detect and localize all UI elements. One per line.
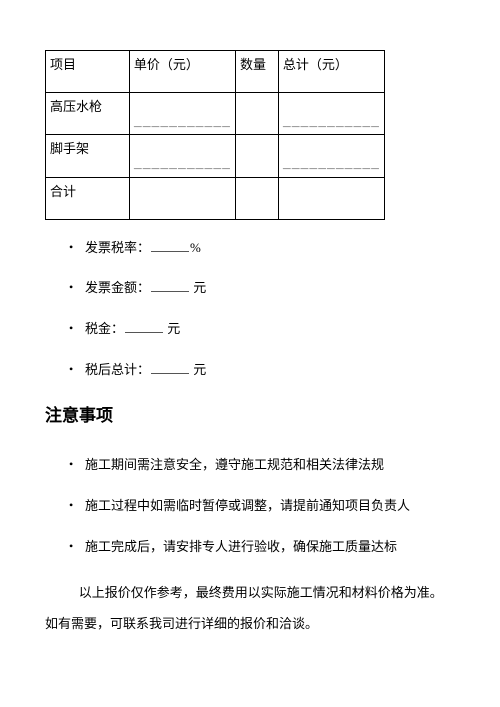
list-item: 税后总计： 元 <box>85 358 455 383</box>
list-item: 施工期间需注意安全，遵守施工规范和相关法律法规 <box>85 453 455 478</box>
cell-total: ___________ <box>278 135 384 177</box>
closing-paragraph: 以上报价仅作参考，最终费用以实际施工情况和材料价格为准。如有需要，可联系我司进行… <box>45 577 455 639</box>
cell-item: 脚手架 <box>46 135 130 177</box>
blank-fill: ___________ <box>134 137 231 174</box>
cell-price <box>129 177 235 219</box>
closing-paragraph-wrap: 以上报价仅作参考，最终费用以实际施工情况和材料价格为准。如有需要，可联系我司进行… <box>45 577 455 639</box>
list-item: 发票金额： 元 <box>85 276 455 301</box>
blank-fill <box>151 362 189 374</box>
cell-item: 高压水枪 <box>46 93 130 135</box>
table-row: 脚手架 ___________ ___________ <box>46 135 385 177</box>
notes-heading: 注意事项 <box>45 401 455 432</box>
table-row: 高压水枪 ___________ ___________ <box>46 93 385 135</box>
col-header-qty: 数量 <box>235 51 278 93</box>
list-item: 税金： 元 <box>85 317 455 342</box>
blank-fill <box>151 280 189 292</box>
tax-label: 税金： <box>85 321 124 336</box>
cell-price: ___________ <box>129 93 235 135</box>
cell-price: ___________ <box>129 135 235 177</box>
list-item: 施工过程中如需临时暂停或调整，请提前通知项目负责人 <box>85 494 455 519</box>
cell-qty <box>235 135 278 177</box>
tax-suffix: % <box>190 240 201 255</box>
tax-list: 发票税率：% 发票金额： 元 税金： 元 税后总计： 元 <box>45 236 455 383</box>
blank-fill <box>151 239 189 251</box>
cell-total <box>278 177 384 219</box>
tax-label: 税后总计： <box>85 362 150 377</box>
list-item: 发票税率：% <box>85 236 455 261</box>
tax-suffix: 元 <box>190 362 206 377</box>
col-header-price: 单价（元） <box>129 51 235 93</box>
cell-qty <box>235 93 278 135</box>
tax-suffix: 元 <box>164 321 180 336</box>
cell-total: ___________ <box>278 93 384 135</box>
table-header-row: 项目 单价（元） 数量 总计（元） <box>46 51 385 93</box>
blank-fill <box>125 321 163 333</box>
pricing-table: 项目 单价（元） 数量 总计（元） 高压水枪 ___________ _____… <box>45 50 385 220</box>
tax-suffix: 元 <box>190 280 206 295</box>
cell-item: 合计 <box>46 177 130 219</box>
col-header-total: 总计（元） <box>278 51 384 93</box>
blank-fill: ___________ <box>283 137 380 174</box>
cell-qty <box>235 177 278 219</box>
list-item: 施工完成后，请安排专人进行验收，确保施工质量达标 <box>85 535 455 560</box>
notes-list: 施工期间需注意安全，遵守施工规范和相关法律法规 施工过程中如需临时暂停或调整，请… <box>45 453 455 559</box>
table-row-total: 合计 <box>46 177 385 219</box>
tax-label: 发票金额： <box>85 280 150 295</box>
blank-fill: ___________ <box>283 95 380 132</box>
tax-label: 发票税率： <box>85 240 150 255</box>
col-header-item: 项目 <box>46 51 130 93</box>
blank-fill: ___________ <box>134 95 231 132</box>
